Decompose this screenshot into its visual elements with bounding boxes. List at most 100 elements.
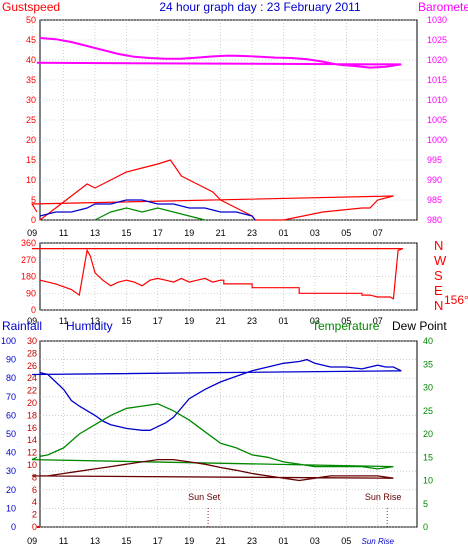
gust-tick-label: 25 [26,115,36,125]
barometer-tick-label: 990 [427,175,442,185]
panel1-x-tick-label: 15 [121,228,131,238]
temperature-tick-label: 10 [423,476,433,486]
humidity-tick-label: 8 [32,472,37,482]
panel3-x-axis-ticks: 11 13 15 17 19 21 23 01 03 05 Sun Rise 09 [27,536,394,546]
panel2-x-tick-label: 01 [278,316,288,326]
sunset-label: Sun Set [188,492,221,502]
barometer-tick-label: 1010 [427,95,447,105]
compass-label: S [434,268,443,283]
sun-markers: Sun Set Sun Rise [188,492,401,527]
rainfall-tick-label: 10 [6,503,16,513]
humidity-tick-label: 0 [32,522,37,532]
wind-series-line [39,199,256,221]
panel2-x-tick-label: 17 [153,316,163,326]
panel3-x-tick-label: 11 [59,536,68,546]
panel3-x-tick-label: 21 [216,536,226,546]
gust-tick-label: 5 [31,195,36,205]
barometer-tick-label: 1030 [427,15,447,25]
rainfall-tick-label: 0 [11,522,16,532]
temperature-tick-label: 35 [423,359,433,369]
gustspeed-axis-label: Gustspeed [2,0,60,14]
barometer-axis-ticks: 980 985 990 995 1000 1005 1010 1015 1020 1025 1030 [427,15,447,225]
rainfall-axis-ticks: 0 10 20 30 40 50 60 70 80 90 100 [1,336,16,532]
humidity-tick-label: 26 [27,361,37,371]
panel3-x-tick-label: 03 [310,536,320,546]
humidity-tick-label: 2 [32,510,37,520]
rainfall-tick-label: 20 [6,485,16,495]
panel2-x-tick-label: 11 [59,316,68,326]
barometer-tick-label: 1005 [427,115,447,125]
humidity-tick-label: 22 [27,386,37,396]
dewpoint-series-line [32,458,394,482]
green-series-line [94,207,206,221]
rainfall-tick-label: 90 [6,355,16,365]
panel2-x-tick-label: 23 [247,316,257,326]
direction-tick-label: 90 [26,288,36,298]
chart-title: 24 hour graph day : 23 February 2011 [159,0,361,14]
rainfall-tick-label: 40 [6,448,16,458]
barometer-tick-label: 985 [427,195,442,205]
temperature-tick-label: 5 [423,499,428,509]
rainfall-tick-label: 70 [6,392,16,402]
panel3-series [31,358,402,528]
panel2-x-tick-label: 05 [341,316,351,326]
temperature-tick-label: 20 [423,429,433,439]
gust-tick-label: 15 [26,155,36,165]
humidity-tick-label: 4 [32,497,37,507]
barometer-axis-label: Barometer [418,0,468,14]
barometer-tick-label: 1015 [427,75,447,85]
panel3-x-tick-label: 19 [184,536,194,546]
humidity-tick-label: 28 [27,348,37,358]
panel1-grid [31,19,417,221]
panel1-x-tick-label: 07 [373,228,383,238]
temperature-tick-label: 25 [423,406,433,416]
panel2-x-tick-label: 15 [121,316,131,326]
panel1-x-tick-label: 11 [59,228,68,238]
humidity-tick-label: 10 [27,460,37,470]
compass-label: N [434,298,443,313]
gust-tick-label: 20 [26,135,36,145]
humidity-tick-label: 12 [27,448,37,458]
sunrise-label: Sun Rise [365,492,402,502]
gust-tick-label: 40 [26,55,36,65]
humidity-tick-label: 6 [32,485,37,495]
panel3-x-tick-label: 01 [278,536,288,546]
temperature-tick-label: 40 [423,336,433,346]
panel1-x-tick-label: 19 [184,228,194,238]
temperature-series-line [31,403,394,470]
rainfall-tick-label: 80 [6,373,16,383]
panel3-x-tick-label: 09 [27,536,37,546]
compass-label: W [434,253,447,268]
humidity-tick-label: 14 [27,435,37,445]
direction-series-line [32,248,404,300]
humidity-tick-label: 20 [27,398,37,408]
panel3-x-tick-label: 15 [121,536,131,546]
barometer-tick-label: 1020 [427,55,447,65]
gust-axis-ticks: 0 5 10 15 20 25 30 35 40 45 50 [26,15,36,225]
panel2-x-tick-label: 07 [373,316,383,326]
panel1-x-tick-label: 01 [278,228,288,238]
panel1-frame [39,19,418,221]
temperature-tick-label: 0 [423,522,428,532]
panel1-x-tick-label: 17 [153,228,163,238]
direction-tick-label: 360 [21,238,36,248]
humidity-tick-label: 30 [27,336,37,346]
gust-tick-label: 45 [26,35,36,45]
panel1-series [31,37,402,221]
barometer-tick-label: 980 [427,215,442,225]
gust-tick-label: 30 [26,95,36,105]
barometer-tick-label: 995 [427,155,442,165]
gust-tick-label: 50 [26,15,36,25]
panel1-x-axis-ticks: 11 13 15 17 19 21 23 01 03 05 07 09 [27,228,383,238]
rainfall-axis-label: Rainfall [2,319,42,333]
panel2-x-axis-ticks: 11 13 15 17 19 21 23 01 03 05 07 09 [27,316,383,326]
barometer-series-line [36,37,402,69]
panel1-x-tick-label: 05 [341,228,351,238]
gust-tick-label: 10 [26,175,36,185]
gust-tick-label: 35 [26,75,36,85]
